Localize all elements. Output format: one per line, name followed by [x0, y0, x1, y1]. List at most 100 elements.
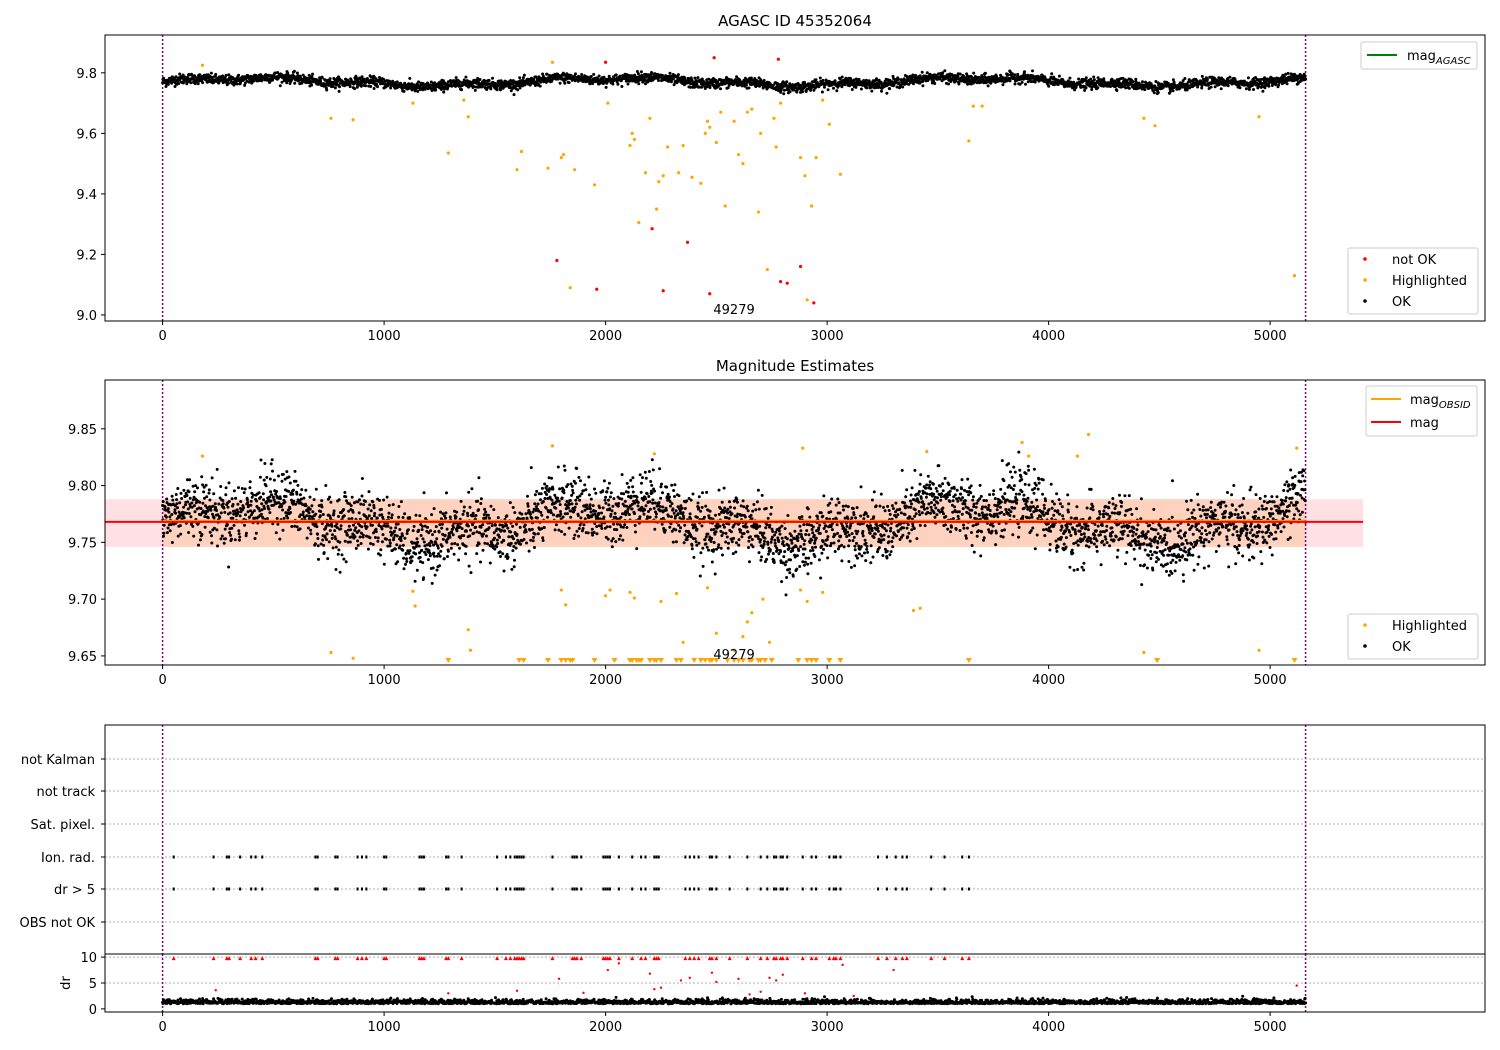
ok-point: [315, 525, 319, 529]
ok-point: [477, 508, 481, 512]
ok-point: [518, 76, 522, 80]
ok-point: [320, 76, 324, 80]
ok-point: [208, 530, 212, 534]
ok-point: [276, 522, 280, 526]
ok-point: [376, 536, 380, 540]
ok-point: [523, 523, 527, 527]
ok-point: [620, 497, 624, 501]
ok-point: [292, 499, 296, 503]
ok-point: [719, 87, 722, 91]
ok-point: [661, 74, 665, 77]
ok-point: [360, 494, 364, 498]
ok-point: [1050, 72, 1054, 76]
ok-point: [947, 82, 950, 86]
ok-point: [439, 88, 443, 91]
ok-point: [592, 72, 596, 76]
ok-point: [612, 497, 616, 501]
ok-point: [328, 529, 332, 533]
ok-point: [416, 540, 420, 544]
ok-point: [554, 523, 558, 527]
ok-point: [747, 86, 751, 90]
ok-point: [459, 499, 463, 503]
ok-point: [373, 511, 377, 515]
ok-point: [207, 491, 211, 495]
ok-point: [165, 531, 169, 535]
ok-point: [310, 83, 314, 87]
ok-point: [481, 523, 485, 527]
ok-point: [237, 73, 241, 77]
ok-point: [574, 498, 578, 502]
ok-point: [168, 515, 172, 519]
not-ok-point: [779, 280, 783, 284]
ok-point: [462, 534, 466, 538]
ok-point: [495, 545, 499, 549]
ok-point: [430, 540, 434, 544]
ok-point: [637, 82, 641, 86]
ok-point: [545, 493, 549, 496]
ok-point: [530, 527, 534, 531]
not-ok-point: [776, 57, 780, 61]
ok-point: [197, 543, 200, 547]
ok-point: [472, 85, 476, 89]
ok-point: [367, 490, 371, 494]
ok-point: [178, 72, 182, 76]
ok-point: [561, 515, 565, 519]
ok-point: [611, 504, 615, 508]
ok-point: [478, 78, 482, 81]
ok-point: [248, 515, 252, 519]
ok-point: [399, 539, 403, 543]
ok-point: [444, 516, 448, 520]
ok-point: [607, 498, 610, 502]
ok-point: [490, 524, 494, 528]
agasc-legend-highlighted: Highlighted: [1392, 274, 1467, 289]
ok-point: [417, 528, 421, 532]
agasc-anomaly-label: 49279: [713, 303, 754, 318]
ok-point: [597, 511, 601, 515]
ok-point: [415, 568, 419, 572]
ok-point: [496, 542, 500, 545]
highlighted-point: [772, 116, 776, 120]
highlighted-point: [814, 155, 818, 160]
ok-point: [212, 526, 216, 530]
ok-point: [261, 516, 265, 520]
ok-point: [227, 73, 231, 77]
y-tick-label: 9.6: [76, 127, 97, 142]
ok-point: [192, 504, 196, 508]
ok-point: [361, 533, 365, 537]
ok-point: [577, 527, 581, 530]
highlighted-point: [411, 101, 415, 105]
ok-point: [532, 535, 535, 539]
ok-point: [390, 516, 394, 520]
ok-point: [1008, 79, 1012, 83]
ok-point: [307, 511, 311, 515]
ok-point: [162, 76, 166, 80]
ok-point: [604, 501, 608, 505]
ok-point: [263, 507, 266, 510]
ok-point: [368, 503, 372, 507]
ok-point: [366, 507, 370, 511]
ok-point: [351, 510, 355, 514]
ok-point: [512, 537, 515, 541]
ok-point: [357, 529, 361, 533]
ok-point: [330, 524, 334, 528]
ok-point: [500, 528, 503, 532]
ok-point: [276, 71, 280, 74]
ok-point: [566, 483, 570, 487]
ok-point: [586, 507, 589, 511]
ok-point: [305, 514, 309, 518]
ok-point: [567, 503, 571, 506]
ok-point: [206, 516, 210, 520]
ok-point: [421, 82, 425, 85]
ok-point: [280, 479, 284, 483]
ok-point: [626, 490, 630, 494]
ok-point: [224, 537, 227, 541]
ok-point: [1001, 83, 1005, 87]
ok-point: [605, 490, 609, 494]
agasc-line-legend: magAGASC: [1360, 41, 1478, 70]
ok-point: [291, 488, 295, 492]
ok-point: [280, 504, 284, 508]
agasc-legend-ok: OK: [1392, 295, 1411, 310]
ok-point: [553, 528, 557, 532]
ok-point: [1209, 85, 1213, 89]
highlighted-point: [630, 131, 634, 135]
